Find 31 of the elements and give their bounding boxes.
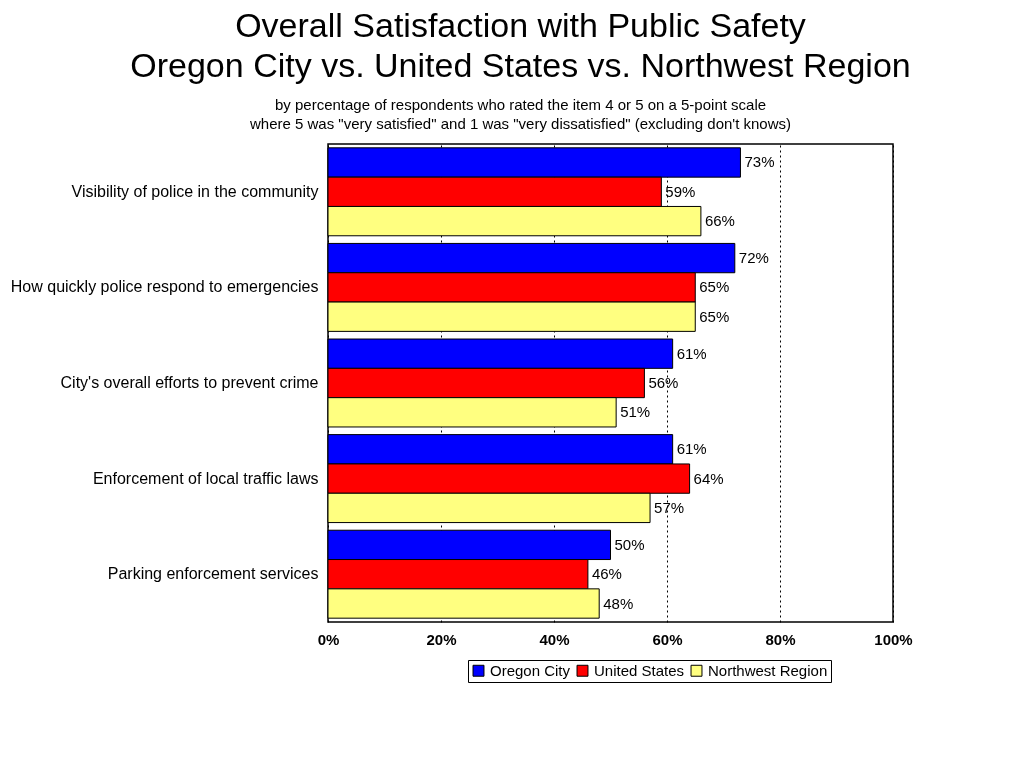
x-tick-label: 40% [539,630,570,648]
legend-label: Oregon City [490,661,571,679]
x-tick-label: 20% [426,630,457,648]
data-label: 73% [744,153,775,171]
data-label: 61% [676,344,707,362]
x-tick-label: 0% [317,630,340,648]
data-label: 65% [699,307,730,325]
y-tick-label: Enforcement of local traffic laws [92,469,319,487]
data-label: 72% [738,249,769,267]
legend-label: United States [594,661,685,679]
chart-title: Overall Satisfaction with Public Safety Oregon City vs. United States vs. Northwest Region [130,6,911,84]
data-label: 64% [693,469,724,487]
data-label: 46% [591,565,622,583]
data-label: 50% [614,535,645,553]
y-tick-label: Visibility of police in the community [71,182,319,200]
x-tick-label: 80% [765,630,796,648]
data-label: 65% [699,278,730,296]
data-label: 59% [665,182,696,200]
y-tick-label: How quickly police respond to emergencies [10,278,319,296]
data-label: 51% [620,403,651,421]
data-label: 57% [654,498,685,516]
data-label: 61% [676,440,707,458]
data-label: 48% [603,594,634,612]
y-tick-label: City's overall efforts to prevent crime [60,374,319,391]
chart-subtitle: by percentage of respondents who rated the item 4 or 5 on a 5-point scale where 5 was "very satisfied" and 1 was "very dissatisfied" (excluding don't knows) [248,96,792,132]
legend-label: Northwest Region [708,661,828,679]
x-tick-label: 100% [874,630,913,648]
x-tick-label: 60% [652,630,683,648]
data-label: 56% [648,374,679,391]
y-tick-label: Parking enforcement services [107,565,319,583]
data-label: 66% [704,212,735,230]
